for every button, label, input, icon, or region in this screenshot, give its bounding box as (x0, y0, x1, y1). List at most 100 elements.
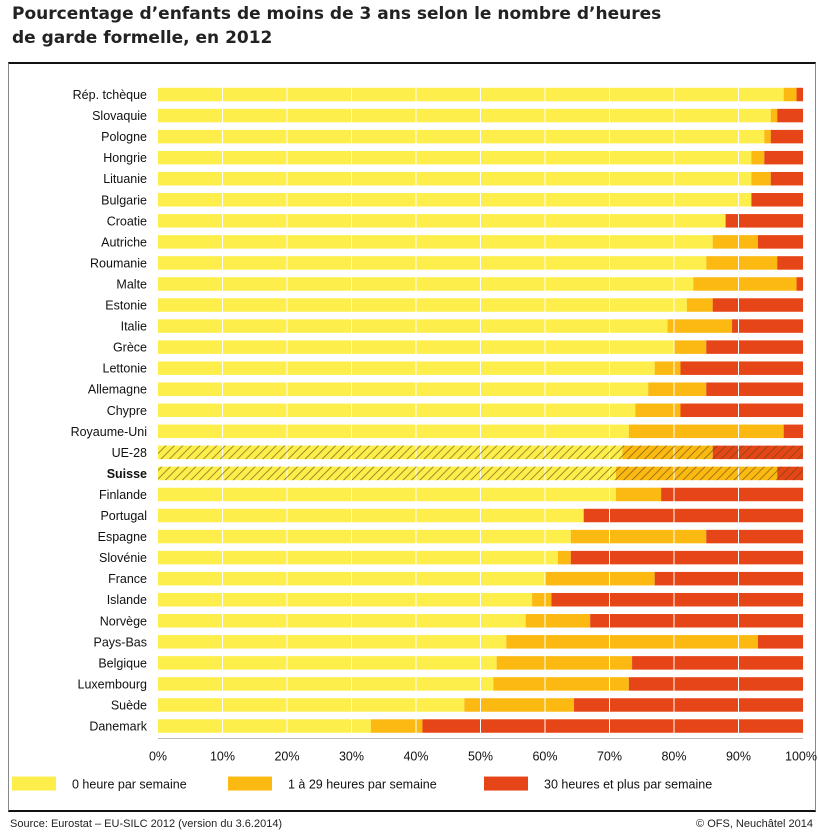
bar-segment (422, 719, 803, 733)
bar-segment (635, 403, 681, 418)
bar-segment (158, 256, 707, 270)
bar-segment (158, 698, 465, 712)
category-label: Islande (107, 593, 147, 607)
bar-segment (158, 529, 571, 544)
bar-segment (777, 108, 803, 123)
x-tick-label: 50% (468, 750, 493, 764)
bar-segment (632, 656, 803, 670)
bar-segment (158, 298, 687, 312)
chart-frame (8, 62, 816, 812)
x-tick-label: 10% (210, 750, 235, 764)
x-tick-label: 70% (597, 750, 622, 764)
bar-segment (751, 150, 765, 165)
bar-segment (158, 214, 726, 228)
bar-segment (158, 235, 713, 249)
bar-segment (628, 677, 803, 691)
bar-segment (732, 319, 803, 333)
category-label: Belgique (98, 656, 147, 670)
bar-segment (158, 719, 371, 733)
bar-segment (532, 592, 552, 607)
legend-label: 30 heures et plus par semaine (544, 778, 712, 792)
x-tick-label: 90% (726, 750, 751, 764)
bar-segment (757, 635, 803, 649)
x-tick-label: 0% (149, 750, 167, 764)
category-label: Grèce (113, 341, 147, 355)
category-labels: Rép. tchèque Slovaquie Pologne Hongrie Litua… (71, 88, 148, 734)
bar-segment (674, 340, 707, 354)
legend-label: 0 heure par semaine (72, 778, 187, 792)
bar-segment (706, 340, 803, 354)
bar-segment (525, 614, 591, 628)
category-label: Luxembourg (78, 677, 148, 691)
bar-segment (158, 277, 694, 291)
category-label: Bulgarie (101, 193, 147, 207)
bar-segment (158, 150, 752, 165)
bar-segment (706, 382, 803, 396)
bar-segment (680, 361, 803, 375)
bar-segment (770, 108, 778, 123)
category-label: Croatie (107, 214, 147, 228)
bar-segment (158, 550, 558, 565)
bar-segment (496, 656, 633, 670)
legend: 0 heure par semaine 1 à 29 heures par sem… (12, 776, 712, 792)
credit-note: © OFS, Neuchâtel 2014 (696, 818, 813, 830)
bar-segment (158, 108, 771, 123)
x-tick-label: 20% (274, 750, 299, 764)
category-label: Slovaquie (92, 109, 147, 123)
bar-segment (557, 550, 571, 565)
source-note: Source: Eurostat – EU-SILC 2012 (version… (10, 818, 283, 830)
category-label: Norvège (100, 614, 147, 628)
legend-swatch (484, 776, 528, 791)
category-label: Allemagne (88, 383, 147, 397)
title-line-1: Pourcentage d’enfants de moins de 3 ans … (12, 4, 662, 24)
bar-segment (574, 698, 803, 712)
bar-segment (158, 424, 629, 439)
bar-segment (725, 214, 803, 228)
category-label: Malte (116, 277, 147, 291)
bar-segment (158, 677, 494, 691)
bar-segment (158, 403, 636, 418)
bar-segment (493, 677, 629, 691)
category-label: Royaume-Uni (71, 425, 147, 439)
category-label: Lettonie (103, 362, 148, 376)
bar-segment (158, 171, 752, 186)
bar-segment (570, 529, 707, 544)
bar-segment (667, 319, 733, 333)
category-label: Suisse (107, 467, 147, 481)
category-label: Lituanie (103, 172, 147, 186)
bar-segment (158, 361, 655, 375)
title-line-2: de garde formelle, en 2012 (12, 28, 273, 48)
bar-segment (464, 698, 575, 712)
bar-segment (770, 171, 803, 186)
bar-segment (158, 592, 533, 607)
bar-segment (158, 129, 765, 144)
bar-segment (706, 256, 778, 270)
bar-segment (583, 508, 803, 523)
bar-segment (686, 298, 713, 312)
category-label: Portugal (100, 509, 147, 523)
bar-segment (590, 614, 803, 628)
bar-segment (783, 87, 797, 102)
bar-segment (158, 635, 507, 649)
category-label: Rép. tchèque (73, 88, 147, 102)
bar-segment (570, 550, 803, 565)
category-label: Finlande (99, 488, 147, 502)
bar-segment (751, 193, 803, 207)
category-label: Chypre (107, 404, 147, 418)
bar-segment (158, 87, 784, 102)
category-label: Pays-Bas (94, 635, 148, 649)
category-label: Estonie (105, 299, 147, 313)
bar-segment (654, 571, 803, 586)
legend-swatch (228, 776, 272, 791)
bar-segment (545, 571, 655, 586)
bar-segment (615, 487, 662, 502)
bar-segment (158, 656, 497, 670)
x-tick-label: 40% (403, 750, 428, 764)
bar-segment (158, 508, 584, 523)
bar-segment (770, 129, 803, 144)
x-tick-label: 60% (532, 750, 557, 764)
x-tick-label: 80% (661, 750, 686, 764)
x-tick-labels: 0% 10% 20% 30% 40% 50% 60% 70% 80% 90% 100% (149, 750, 817, 764)
bar-segment (654, 361, 681, 375)
